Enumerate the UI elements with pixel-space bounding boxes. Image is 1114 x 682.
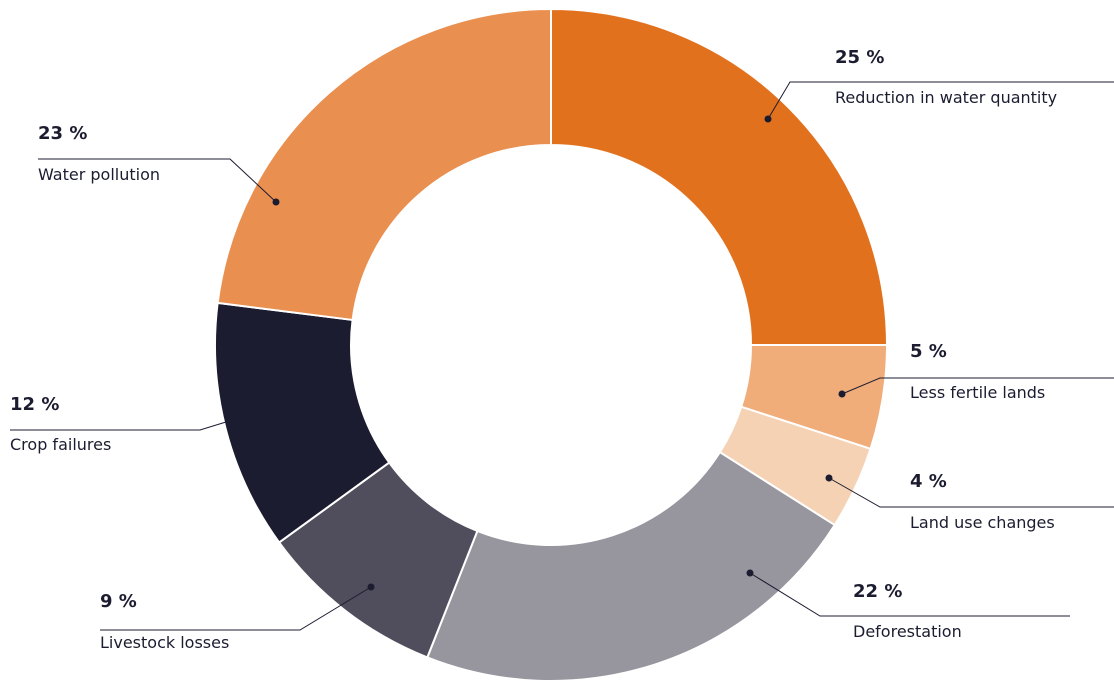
leader-line: [828, 477, 1114, 508]
leader-line: [38, 158, 277, 203]
category-label: Land use changes: [910, 513, 1055, 532]
leader-line: [100, 586, 372, 631]
value-label: 23 %: [38, 123, 87, 144]
leader-line: [841, 377, 1114, 395]
leader-line: [10, 409, 266, 431]
leader-dot: [764, 115, 772, 123]
category-label: Water pollution: [38, 165, 160, 184]
value-label: 9 %: [100, 591, 137, 612]
donut-slice: [216, 7, 552, 322]
leader-dot: [367, 583, 375, 591]
leader-dot: [746, 569, 754, 577]
value-label: 5 %: [910, 341, 947, 362]
value-label: 12 %: [10, 394, 59, 415]
value-label: 22 %: [853, 581, 902, 602]
leader-dot: [838, 390, 846, 398]
category-label: Crop failures: [10, 435, 111, 454]
value-label: 25 %: [835, 47, 884, 68]
leader-dot: [272, 198, 280, 206]
leader-line: [767, 81, 1114, 120]
category-label: Livestock losses: [100, 633, 229, 652]
leader-line: [749, 572, 1070, 617]
value-label: 4 %: [910, 471, 947, 492]
donut-slice: [550, 7, 889, 346]
donut-slice: [426, 450, 837, 682]
leader-dot: [825, 474, 833, 482]
leader-dot: [261, 406, 269, 414]
category-label: Deforestation: [853, 622, 962, 641]
category-label: Less fertile lands: [910, 383, 1045, 402]
category-label: Reduction in water quantity: [835, 88, 1057, 107]
